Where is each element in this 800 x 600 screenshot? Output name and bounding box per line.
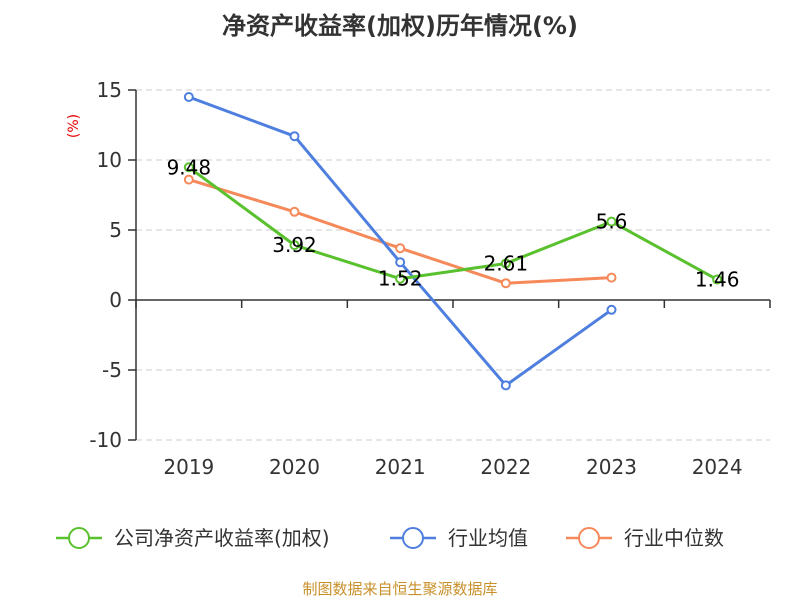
x-tick-label: 2021 xyxy=(375,455,426,479)
x-tick-label: 2019 xyxy=(163,455,214,479)
data-label: 1.46 xyxy=(695,268,740,292)
legend-item[interactable]: 公司净资产收益率(加权) xyxy=(56,526,330,550)
data-label: 2.61 xyxy=(484,251,529,275)
data-point[interactable] xyxy=(289,206,300,217)
data-labels: 9.48 3.92 1.52 2.61 5.6 1.46 xyxy=(167,155,740,291)
source-note: 制图数据来自恒生聚源数据库 xyxy=(302,580,497,598)
legend-item[interactable]: 行业中位数 xyxy=(566,526,724,550)
data-point[interactable] xyxy=(500,380,511,391)
data-point[interactable] xyxy=(395,243,406,254)
series-line xyxy=(187,166,718,281)
data-point[interactable] xyxy=(606,304,617,315)
x-tick-label: 2020 xyxy=(269,455,320,479)
x-tick-label: 2023 xyxy=(586,455,637,479)
y-axis-unit: (%) xyxy=(66,114,82,138)
data-point[interactable] xyxy=(183,162,194,173)
data-point[interactable] xyxy=(395,257,406,268)
series xyxy=(183,92,723,391)
legend[interactable]: 公司净资产收益率(加权) 行业均值 行业中位数 xyxy=(56,526,724,550)
y-tick-label: 10 xyxy=(97,148,122,172)
data-label: 3.92 xyxy=(272,233,317,257)
data-point[interactable] xyxy=(183,174,194,185)
y-tick-label: -10 xyxy=(89,428,122,452)
y-tick-label: -5 xyxy=(102,358,122,382)
legend-circle-icon xyxy=(68,527,90,549)
y-tick-label: 5 xyxy=(109,218,122,242)
data-point[interactable] xyxy=(500,278,511,289)
legend-label: 公司净资产收益率(加权) xyxy=(114,526,330,550)
series-line xyxy=(188,95,613,387)
x-tick-label: 2022 xyxy=(480,455,531,479)
chart-title: 净资产收益率(加权)历年情况(%) xyxy=(222,12,578,40)
data-label: 1.52 xyxy=(378,267,423,291)
x-tick-label: 2024 xyxy=(692,455,743,479)
data-point[interactable] xyxy=(183,92,194,102)
y-tick-label: 15 xyxy=(97,78,122,102)
data-point[interactable] xyxy=(712,274,723,285)
y-tick-label: 0 xyxy=(109,288,122,312)
data-point[interactable] xyxy=(606,216,617,227)
data-point[interactable] xyxy=(289,131,300,142)
grid xyxy=(136,89,770,441)
data-point[interactable] xyxy=(395,273,406,284)
legend-label: 行业均值 xyxy=(448,526,528,550)
legend-label: 行业中位数 xyxy=(624,526,724,550)
legend-item[interactable]: 行业均值 xyxy=(390,526,528,550)
legend-circle-icon xyxy=(402,527,424,549)
axes: 15 10 5 0 -5 -10 2019 2020 2021 2022 2023 2024 xyxy=(89,78,771,479)
data-point[interactable] xyxy=(500,258,511,269)
data-label: 5.6 xyxy=(596,210,628,234)
legend-circle-icon xyxy=(578,527,600,549)
data-point[interactable] xyxy=(606,272,617,283)
data-point[interactable] xyxy=(289,240,300,251)
data-label: 9.48 xyxy=(167,155,212,179)
